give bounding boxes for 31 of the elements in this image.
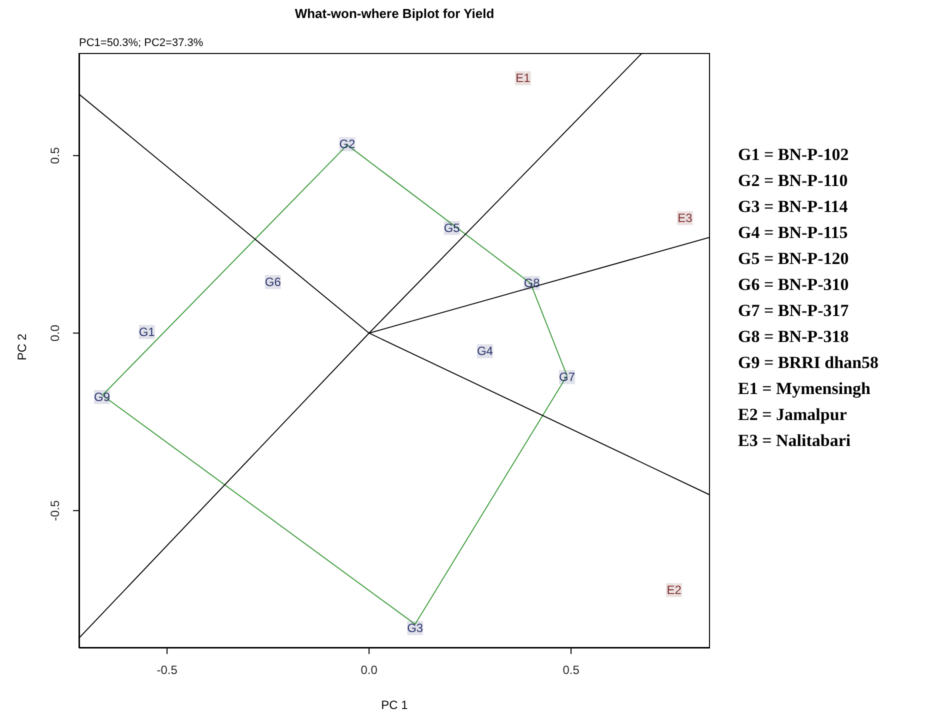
text: G9 = BRRI dhan58 [738,352,879,374]
chart-title: What-won-where Biplot for Yield [294,6,496,21]
text: G7 = BN-P-317 [738,300,850,322]
text: G4 = BN-P-115 [738,222,849,244]
y-axis-title: PC 2 [15,332,29,362]
chart-subtitle: PC1=50.3%; PC2=37.3% [79,37,204,49]
data-label: E1 [516,71,531,86]
text: G2 = BN-P-110 [738,170,849,192]
data-label: G5 [444,221,460,236]
x-tick-label: 0.5 [562,663,580,677]
text: G5 = BN-P-120 [738,248,850,270]
text: E3 = Nalitabari [738,430,852,452]
data-label: G6 [264,274,282,289]
data-label: G3 [407,621,424,636]
text: G6 = BN-P-310 [738,274,850,296]
data-label: G1 [138,325,156,340]
y-tick-label: 0.5 [48,146,62,164]
data-label: E2 [666,583,682,598]
text: E2 = Jamalpur [738,404,848,426]
text: G1 = BN-P-102 [738,144,850,166]
data-label: E3 [678,211,693,226]
data-label: G4 [476,344,494,358]
x-axis-title: PC 1 [380,698,409,712]
text: G3 = BN-P-114 [738,196,849,218]
x-tick-label: 0.0 [360,663,378,677]
x-tick-label: -0.5 [156,663,178,677]
data-label: G2 [339,137,356,152]
text: G8 = BN-P-318 [738,326,850,348]
text: E1 = Mymensingh [738,378,872,400]
y-tick-label: -0.5 [48,500,62,521]
y-tick-label: 0.0 [48,324,62,342]
